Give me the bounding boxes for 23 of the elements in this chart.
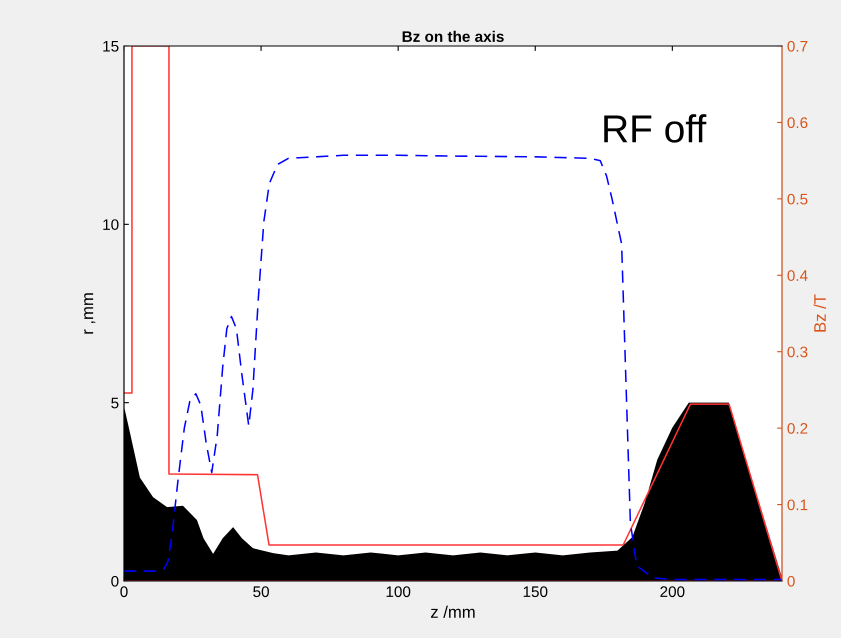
y-tick-label: 0 — [111, 576, 119, 587]
x-tick-label: 50 — [253, 586, 269, 598]
x-tick-label: 200 — [660, 586, 684, 598]
x-tick-label: 100 — [386, 586, 410, 598]
y2-tick-label: 0.4 — [787, 270, 808, 281]
x-axis-title: z /mm — [430, 606, 475, 618]
y2-tick-label: 0 — [787, 576, 795, 587]
y2-tick-label: 0.7 — [787, 40, 808, 52]
chart-title: Bz on the axis — [402, 30, 504, 42]
y2-tick-label: 0.1 — [787, 499, 808, 510]
y-tick-label: 10 — [103, 219, 119, 230]
annotation: RF off — [604, 114, 706, 143]
y2-tick-label: 0.6 — [787, 117, 808, 128]
x-tick-label: 150 — [524, 586, 548, 598]
x-tick-label: 0 — [120, 586, 128, 598]
y2-tick-label: 0.5 — [787, 194, 808, 205]
y2-axis-title: Bz /T — [814, 294, 826, 332]
y-tick-label: 15 — [103, 41, 118, 52]
y-tick-label: 5 — [111, 398, 118, 408]
line-series — [124, 46, 782, 581]
y-axis-title: r ,mm — [84, 293, 96, 334]
y2-tick-label: 0.2 — [787, 423, 808, 434]
y2-tick-label: 0.3 — [787, 346, 808, 358]
